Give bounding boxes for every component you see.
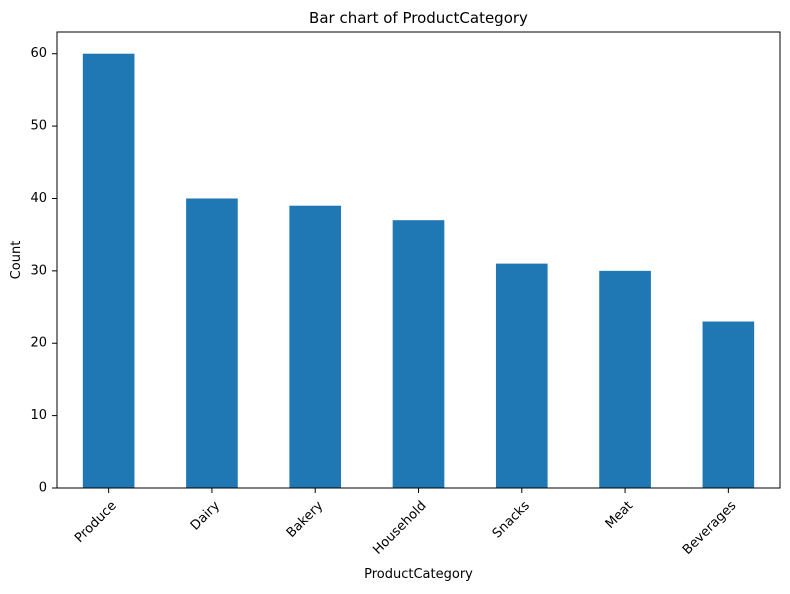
y-tick-label: 20 [30, 336, 47, 351]
x-tick-label: Household [370, 498, 429, 557]
y-tick-label: 60 [30, 46, 47, 61]
y-tick-label: 0 [39, 481, 47, 496]
bar-produce [82, 53, 135, 488]
y-tick-label: 10 [30, 408, 47, 423]
y-tick-label: 30 [30, 263, 47, 278]
bar-household [392, 220, 445, 488]
y-tick-label: 40 [30, 191, 47, 206]
x-axis: Produce Dairy Bakery Household Snacks Meat Bev… [72, 488, 740, 558]
x-tick-label: Meat [603, 498, 636, 531]
x-axis-title: ProductCategory [364, 567, 473, 582]
x-tick-label: Produce [72, 498, 120, 546]
bars-group [82, 53, 755, 488]
x-tick-label: Beverages [680, 498, 740, 558]
y-axis: 0 10 20 30 40 50 60 [30, 46, 57, 496]
y-tick-label: 50 [30, 119, 47, 134]
bar-bakery [289, 205, 342, 488]
bar-dairy [186, 198, 238, 488]
x-tick-label: Bakery [284, 498, 327, 541]
bar-beverages [702, 321, 755, 488]
chart-title: Bar chart of ProductCategory [309, 9, 528, 27]
plot-frame [56, 31, 781, 489]
bar-snacks [495, 263, 548, 488]
bar-meat [599, 270, 651, 488]
x-tick-label: Snacks [490, 498, 533, 541]
x-tick-label: Dairy [188, 498, 223, 533]
y-axis-title: Count [9, 241, 24, 280]
